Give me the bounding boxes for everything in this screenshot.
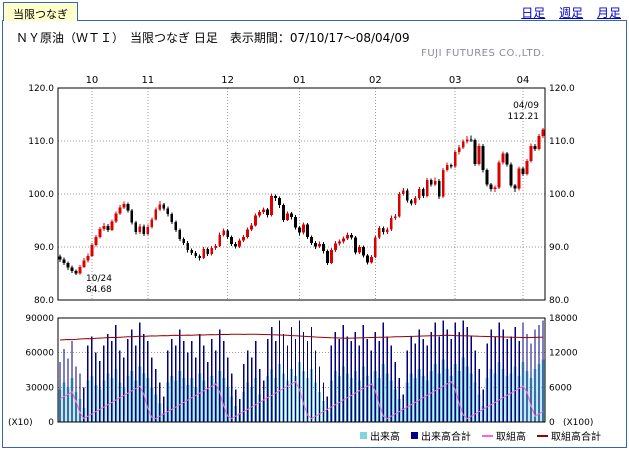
legend-label-open-interest: 取組高: [496, 432, 526, 443]
legend-label-volume-total: 出来高合計: [421, 432, 471, 443]
legend-item-volume: 出来高: [360, 428, 400, 443]
company-credit: FUJI FUTURES CO.,LTD.: [421, 48, 545, 59]
period-links: 日足 週足 月足: [511, 4, 621, 21]
chart-frame: [2, 20, 627, 448]
link-monthly-chart[interactable]: 月足: [596, 6, 621, 20]
volume-total-swatch: [411, 432, 418, 439]
link-weekly-chart[interactable]: 週足: [559, 6, 584, 20]
open-interest-swatch: [482, 434, 493, 437]
legend-label-open-interest-total: 取組高合計: [551, 432, 601, 443]
legend-item-open-interest-total: 取組高合計: [537, 428, 601, 443]
link-daily-chart[interactable]: 日足: [521, 6, 546, 20]
legend-item-open-interest: 取組高: [482, 428, 526, 443]
open-interest-total-swatch: [537, 434, 548, 437]
legend-item-volume-total: 出来高合計: [411, 428, 471, 443]
tab-current-contract-label: 当限つなぎ: [13, 8, 68, 21]
volume-swatch: [360, 432, 367, 439]
chart-legend: 出来高 出来高合計 取組高 取組高合計: [360, 428, 601, 443]
chart-title: ＮＹ原油（ＷＴＩ） 当限つなぎ 日足 表示期間：07/10/17～08/04/0…: [16, 31, 410, 45]
legend-label-volume: 出来高: [370, 432, 400, 443]
tab-current-contract[interactable]: 当限つなぎ: [3, 2, 78, 21]
